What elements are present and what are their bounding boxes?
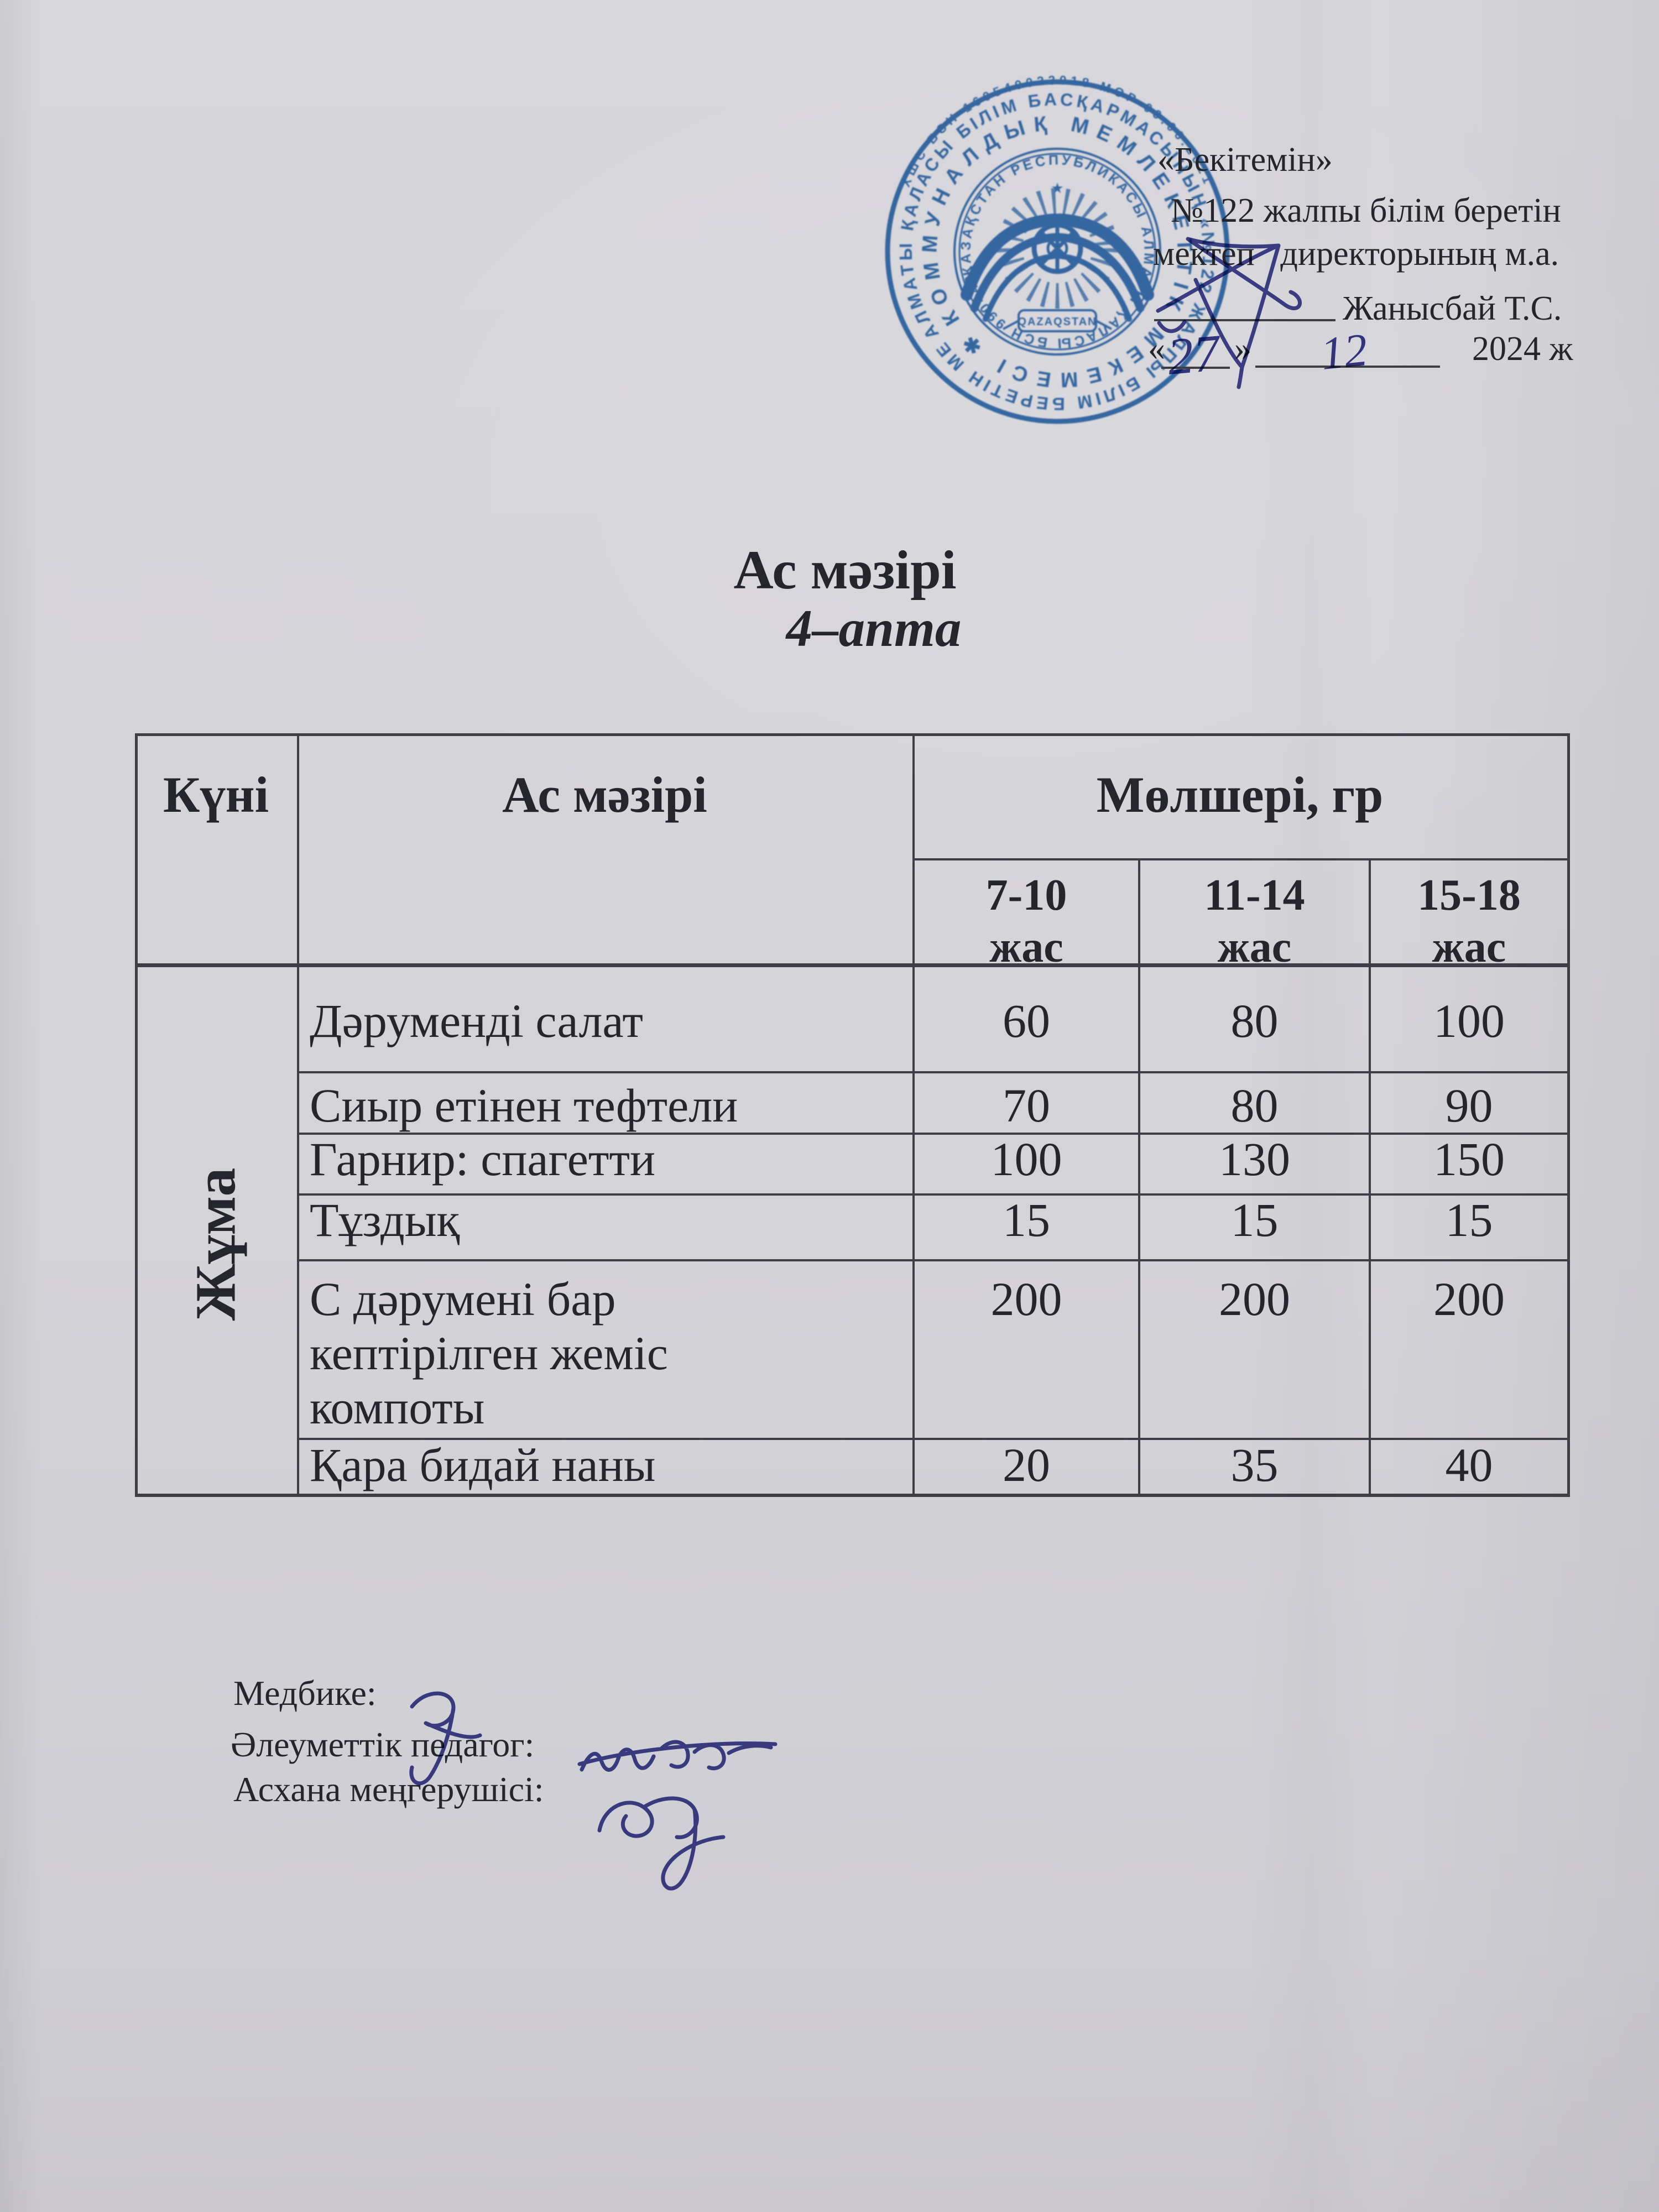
row-divider-5 (297, 1438, 1569, 1440)
row-divider-3 (297, 1193, 1569, 1196)
portion-15-18: 200 (1433, 1272, 1505, 1326)
portion-11-14: 130 (1219, 1133, 1290, 1186)
date-year: 2024 ж (1472, 330, 1573, 368)
nurse-signature (409, 1691, 482, 1786)
portion-7-10: 200 (990, 1272, 1062, 1326)
table-subheader-divider (912, 858, 1570, 860)
handwritten-day: 27 (1165, 324, 1224, 386)
portion-15-18: 40 (1445, 1438, 1493, 1491)
portion-11-14: 15 (1230, 1193, 1279, 1246)
portion-7-10: 70 (1003, 1079, 1050, 1132)
dish-name: Гарнир: спагетти (310, 1133, 656, 1186)
col-divider-age2 (1369, 858, 1371, 1496)
table-bottom-border (135, 1494, 1570, 1497)
portion-15-18: 100 (1433, 994, 1505, 1047)
table-header-bottom-border (135, 963, 1570, 967)
date-month-underline (1255, 366, 1440, 368)
age-group-1: 7-10 жас (915, 869, 1138, 973)
portion-15-18: 15 (1445, 1193, 1493, 1246)
col-header-portion: Мөлшері, гр (1096, 766, 1384, 823)
row-divider-1 (297, 1071, 1569, 1073)
table-left-border (135, 733, 138, 1496)
kazakhstan-emblem-icon: ★ QAZAQSTAN (961, 180, 1154, 332)
row-divider-4 (297, 1259, 1569, 1261)
dish-name: Тұздық (310, 1193, 460, 1246)
emblem-wing-right (1053, 213, 1154, 301)
emblem-wing-left (961, 213, 1061, 301)
portion-11-14: 80 (1230, 994, 1279, 1047)
age-group-3: 15-18 жас (1371, 869, 1567, 973)
portion-7-10: 15 (1003, 1193, 1050, 1246)
age-unit: жас (1432, 923, 1506, 972)
portion-15-18: 150 (1433, 1133, 1505, 1186)
stamp-inner-circle-1 (953, 148, 1161, 356)
page-subtitle: 4–апта (786, 599, 962, 658)
signatory-label-canteen-manager: Асхана меңгерушісі: (233, 1770, 544, 1809)
age-group-2: 11-14 жас (1140, 869, 1369, 973)
portion-7-10: 20 (1003, 1438, 1050, 1491)
row-divider-2 (297, 1133, 1569, 1135)
col-divider-menu (912, 733, 915, 1496)
social-pedagogue-signature (577, 1740, 778, 1772)
canteen-manager-signature (597, 1796, 726, 1891)
age-unit: жас (989, 923, 1063, 972)
approval-org-line: №122 жалпы білім беретін (1171, 192, 1561, 229)
date-day-underline (1161, 367, 1230, 369)
dish-name: С дәрумені бар кептірілген жеміс компоты (310, 1272, 668, 1434)
date-quote-open: « (1148, 330, 1165, 368)
age-range: 11-14 (1204, 871, 1305, 920)
col-divider-age1 (1138, 858, 1140, 1496)
portion-11-14: 35 (1230, 1438, 1279, 1491)
page-title: Ас мәзірі (733, 539, 957, 601)
approval-director-name: Жанысбай Т.С. (1343, 290, 1562, 327)
age-range: 7-10 (985, 871, 1067, 920)
portion-7-10: 60 (1003, 994, 1050, 1047)
col-header-menu: Ас мәзірі (502, 766, 707, 823)
dish-name: Сиыр етінен тефтели (310, 1079, 738, 1132)
handwritten-month: 12 (1318, 324, 1370, 380)
emblem-sun-rays (997, 188, 1118, 309)
stamp-outer-circle (885, 79, 1230, 424)
stamp-svg: ХШС БСН 160540023018 МӨР 09.06.2021 АЛМА… (872, 58, 1230, 424)
portion-11-14: 80 (1230, 1079, 1279, 1132)
dish-name: Дәруменді салат (310, 994, 643, 1047)
signatory-label-social-pedagogue: Әлеуметтік педагог: (231, 1725, 535, 1764)
table-top-border (135, 733, 1570, 736)
table-right-border (1567, 733, 1570, 1496)
approval-word: «Бекітемін» (1157, 141, 1333, 179)
portion-7-10: 100 (990, 1133, 1062, 1186)
col-header-day: Күні (163, 766, 269, 823)
signatory-label-nurse: Медбике: (233, 1673, 377, 1713)
dish-name: Қара бидай наны (310, 1438, 656, 1491)
age-range: 15-18 (1417, 871, 1521, 920)
signature-underline (1154, 319, 1335, 321)
portion-11-14: 200 (1219, 1272, 1290, 1326)
portion-15-18: 90 (1445, 1079, 1493, 1132)
stamp-inner-circle-2 (958, 153, 1156, 351)
age-unit: жас (1217, 923, 1292, 972)
col-divider-day (297, 733, 299, 1496)
emblem-banner-text: QAZAQSTAN (1018, 316, 1097, 328)
official-round-stamp: ХШС БСН 160540023018 МӨР 09.06.2021 АЛМА… (872, 58, 1235, 430)
director-signature (1156, 237, 1302, 389)
approval-director-line: мектеп директорының м.а. (1153, 235, 1559, 273)
